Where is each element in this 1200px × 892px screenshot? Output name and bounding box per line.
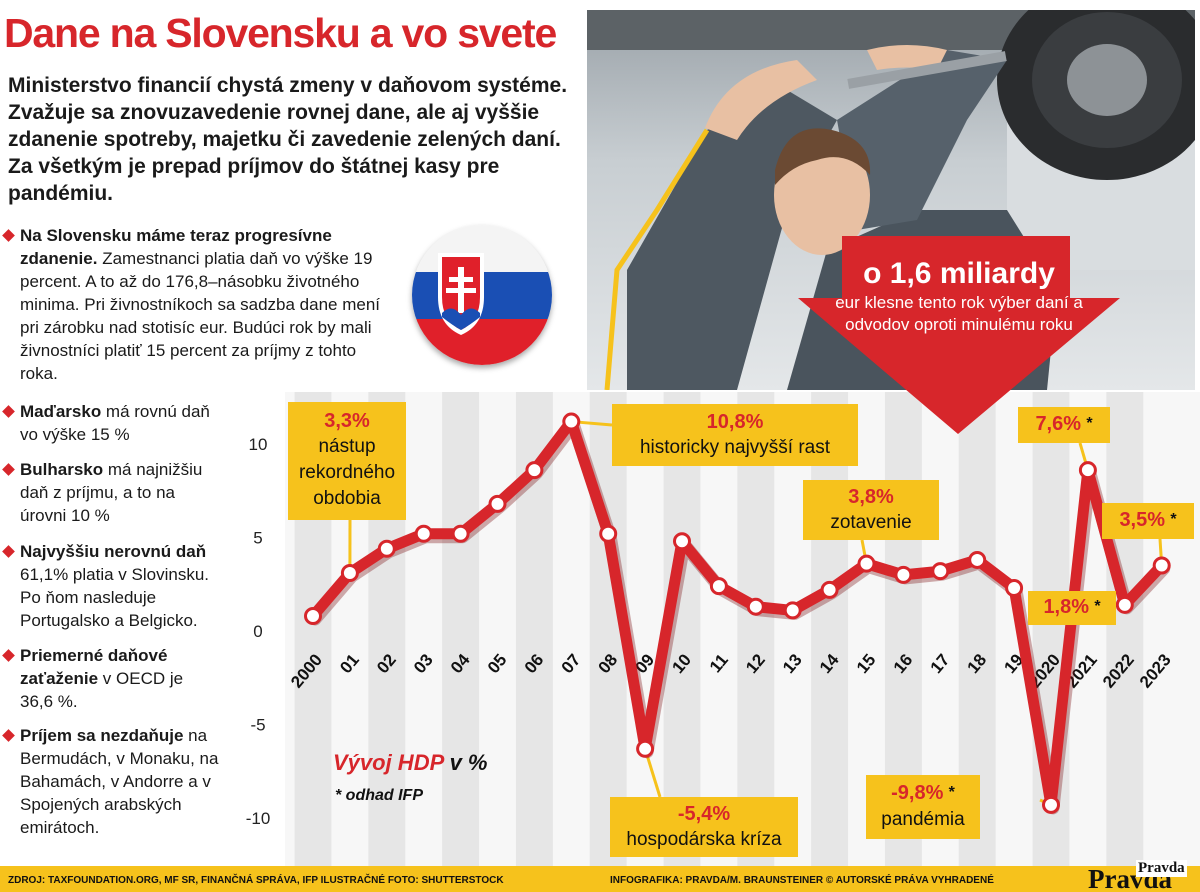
chart-title-text: Vývoj HDP [333, 750, 444, 775]
footer-credits: INFOGRAFIKA: PRAVDA/M. BRAUNSTEINER © AU… [610, 875, 994, 886]
bullet-bold: Na Slovensku máme teraz progresívne zdan… [20, 226, 332, 268]
callout-value: 1,8% [1043, 596, 1090, 618]
callout-star: * [1170, 511, 1177, 528]
callout-value: 3,5% [1119, 509, 1166, 531]
bullet-bold: Príjem sa nezdaňuje [20, 726, 184, 745]
data-point [414, 524, 433, 543]
lead-paragraph: Ministerstvo financií chystá zmeny v daň… [8, 74, 568, 205]
callout-value: -9,8% [891, 782, 944, 804]
chart-stripe [737, 392, 775, 866]
footer-sources: ZDROJ: TAXFOUNDATION.ORG, MF SR, FINANČN… [8, 875, 504, 886]
callout-2021: 7,6% * [1018, 407, 1110, 443]
bullet-text: Zamestnanci platia daň vo výške 19 perce… [20, 249, 381, 383]
footer: ZDROJ: TAXFOUNDATION.ORG, MF SR, FINANČN… [0, 866, 1200, 892]
data-point [340, 564, 359, 583]
bullet-bold: Maďarsko [20, 402, 102, 421]
callout-value: 3,8% [848, 486, 894, 508]
data-point [525, 461, 544, 480]
bullet-text: má rovnú daň vo výške 15 % [20, 402, 210, 444]
bullet-bulgaria: Bulharsko má najnižšiu daň z príjmu, a t… [2, 458, 219, 527]
callout-value: 3,3% [324, 410, 370, 432]
data-point [636, 739, 655, 758]
decline-arrow-text: o 1,6 miliardy eur klesne tento rok výbe… [830, 256, 1088, 336]
bullet-bold: Priemerné daňové zaťaženie [20, 646, 168, 688]
y-tick-label: 10 [249, 435, 268, 454]
chart-stripe [442, 392, 480, 866]
decline-description: eur klesne tento rok výber daní a odvodo… [835, 293, 1083, 334]
data-point [562, 412, 581, 431]
bullet-bold: Najvyššiu nerovnú daň [20, 542, 207, 561]
data-point [599, 524, 618, 543]
bullet-slovakia: Na Slovensku máme teraz progresívne zdan… [2, 224, 392, 385]
chart-title: Vývoj HDP v % [333, 750, 488, 776]
data-point [304, 607, 322, 626]
bullet-oecd: Priemerné daňové zaťaženie v OECD je 36,… [2, 644, 204, 713]
y-tick-label: -10 [246, 809, 271, 828]
decline-amount: o 1,6 miliardy [863, 257, 1055, 290]
callout-2001: 3,3% nástup rekordného obdobia [288, 402, 406, 520]
chart-unit: v % [449, 750, 488, 775]
bullet-text: v OECD je 36,6 %. [20, 669, 184, 711]
callout-label: zotavenie [830, 512, 912, 533]
callout-2015: 3,8% zotavenie [803, 480, 939, 540]
bullet-bold: Bulharsko [20, 460, 104, 479]
data-point [894, 565, 913, 584]
callout-value: -5,4% [677, 803, 731, 825]
chart-stripe [1106, 392, 1144, 866]
callout-2020: -9,8% * pandémia [866, 775, 980, 839]
callout-label: nástup rekordného obdobia [298, 436, 396, 509]
data-point [857, 554, 876, 573]
data-point [451, 524, 470, 543]
callout-2007: 10,8% historicky najvyšší rast [612, 404, 858, 466]
callout-value: 7,6% [1035, 413, 1082, 435]
bullet-text: na Bermudách, v Monaku, na Bahamách, v A… [20, 726, 219, 837]
bullet-slovenia: Najvyššiu nerovnú daň 61,1% platia v Slo… [2, 540, 229, 632]
y-tick-label: 5 [253, 529, 262, 548]
bullet-tax-havens: Príjem sa nezdaňuje na Bermudách, v Mona… [2, 724, 239, 839]
y-tick-label: -5 [250, 716, 265, 735]
data-point [1042, 795, 1060, 814]
callout-label: hospodárska kríza [626, 829, 782, 850]
callout-value: 10,8% [706, 411, 764, 433]
callout-2023: 3,5% * [1102, 503, 1194, 539]
gdp-series [304, 412, 1171, 815]
bullet-hungary: Maďarsko má rovnú daň vo výške 15 % [2, 400, 219, 446]
data-point [931, 562, 950, 581]
page-title: Dane na Slovensku a vo svete [4, 10, 557, 56]
y-axis: -10 -5 0 5 10 [246, 435, 271, 828]
callout-label: pandémia [881, 809, 965, 830]
data-point [746, 597, 765, 616]
callout-star: * [1086, 415, 1093, 432]
callout-2009: -5,4% hospodárska kríza [610, 797, 798, 857]
chart-stripe [811, 392, 849, 866]
decline-arrow-icon [798, 236, 1120, 434]
mechanic-photo [587, 10, 1195, 390]
data-point [1078, 461, 1097, 480]
bullet-text: 61,1% platia v Slovinsku. Po ňom nasledu… [20, 565, 209, 630]
data-point [1152, 556, 1171, 575]
y-tick-label: 0 [253, 622, 262, 641]
callout-star: * [1094, 598, 1101, 615]
bullet-text: má najnižšiu daň z príjmu, a to na úrovn… [20, 460, 203, 525]
data-point [1005, 578, 1024, 597]
data-point [377, 539, 396, 558]
data-point [488, 494, 507, 513]
data-point [1115, 595, 1134, 614]
data-point [968, 550, 987, 569]
data-point [709, 577, 728, 596]
chart-note: * odhad IFP [335, 787, 423, 804]
data-point [820, 580, 839, 599]
callout-2022: 1,8% * [1028, 591, 1116, 625]
data-point [783, 601, 802, 620]
callout-label: historicky najvyšší rast [639, 437, 831, 458]
data-point [673, 532, 691, 551]
pravda-logo-small: Pravda [1136, 860, 1187, 877]
callout-star: * [948, 784, 955, 801]
